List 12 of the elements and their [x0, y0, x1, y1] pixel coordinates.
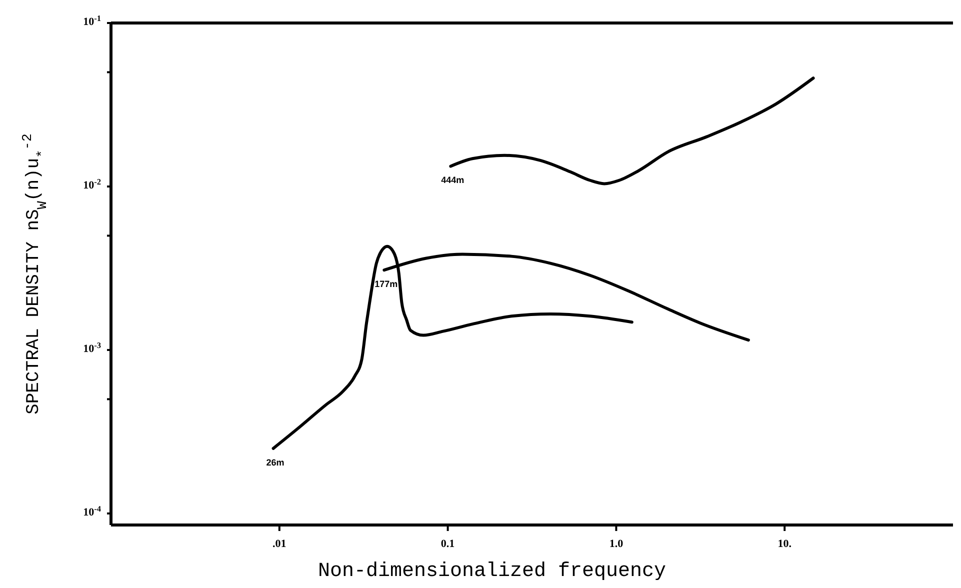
series-label: 444m: [441, 175, 464, 186]
y-tick-label: 10$^{-3}$: [83, 340, 101, 355]
x-tick-label: 1.0: [609, 538, 624, 550]
y-tick-label: 10$^{-2}$: [83, 176, 101, 192]
x-tick-label: .01: [272, 538, 286, 550]
x-tick-label: 10.: [778, 538, 792, 550]
series-label: 177m: [374, 279, 398, 290]
y-tick-label: 10$^{-4}$: [83, 504, 101, 518]
series-label: 26m: [266, 457, 284, 468]
y-tick-label: 10$^{-1}$: [83, 14, 101, 28]
x-tick-label: 0.1: [440, 538, 455, 550]
x-axis-title: Non-dimensionalized frequency: [318, 560, 666, 583]
